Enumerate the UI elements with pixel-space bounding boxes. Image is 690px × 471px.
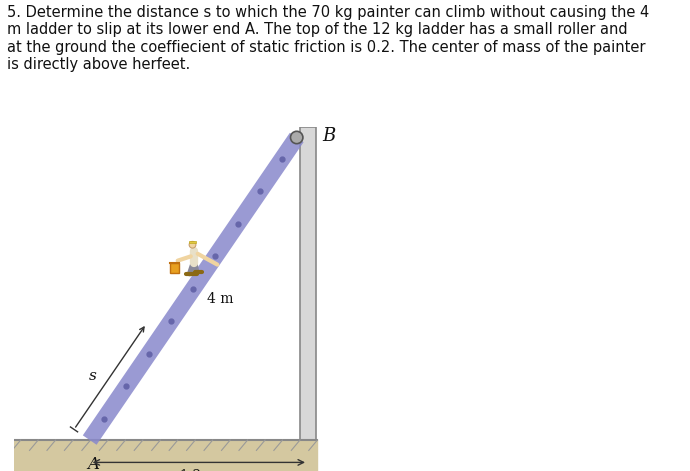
Circle shape <box>189 242 196 248</box>
Text: 4 m: 4 m <box>207 292 233 306</box>
Text: B: B <box>323 127 336 145</box>
Bar <box>189 241 196 244</box>
Bar <box>14 440 317 471</box>
Text: A: A <box>87 455 99 471</box>
Bar <box>170 263 179 273</box>
Text: s: s <box>88 369 97 383</box>
Text: 1.2 m: 1.2 m <box>180 469 217 471</box>
Bar <box>300 127 316 471</box>
Circle shape <box>290 131 303 144</box>
Text: 5. Determine the distance s to which the 70 kg painter can climb without causing: 5. Determine the distance s to which the… <box>7 5 649 72</box>
